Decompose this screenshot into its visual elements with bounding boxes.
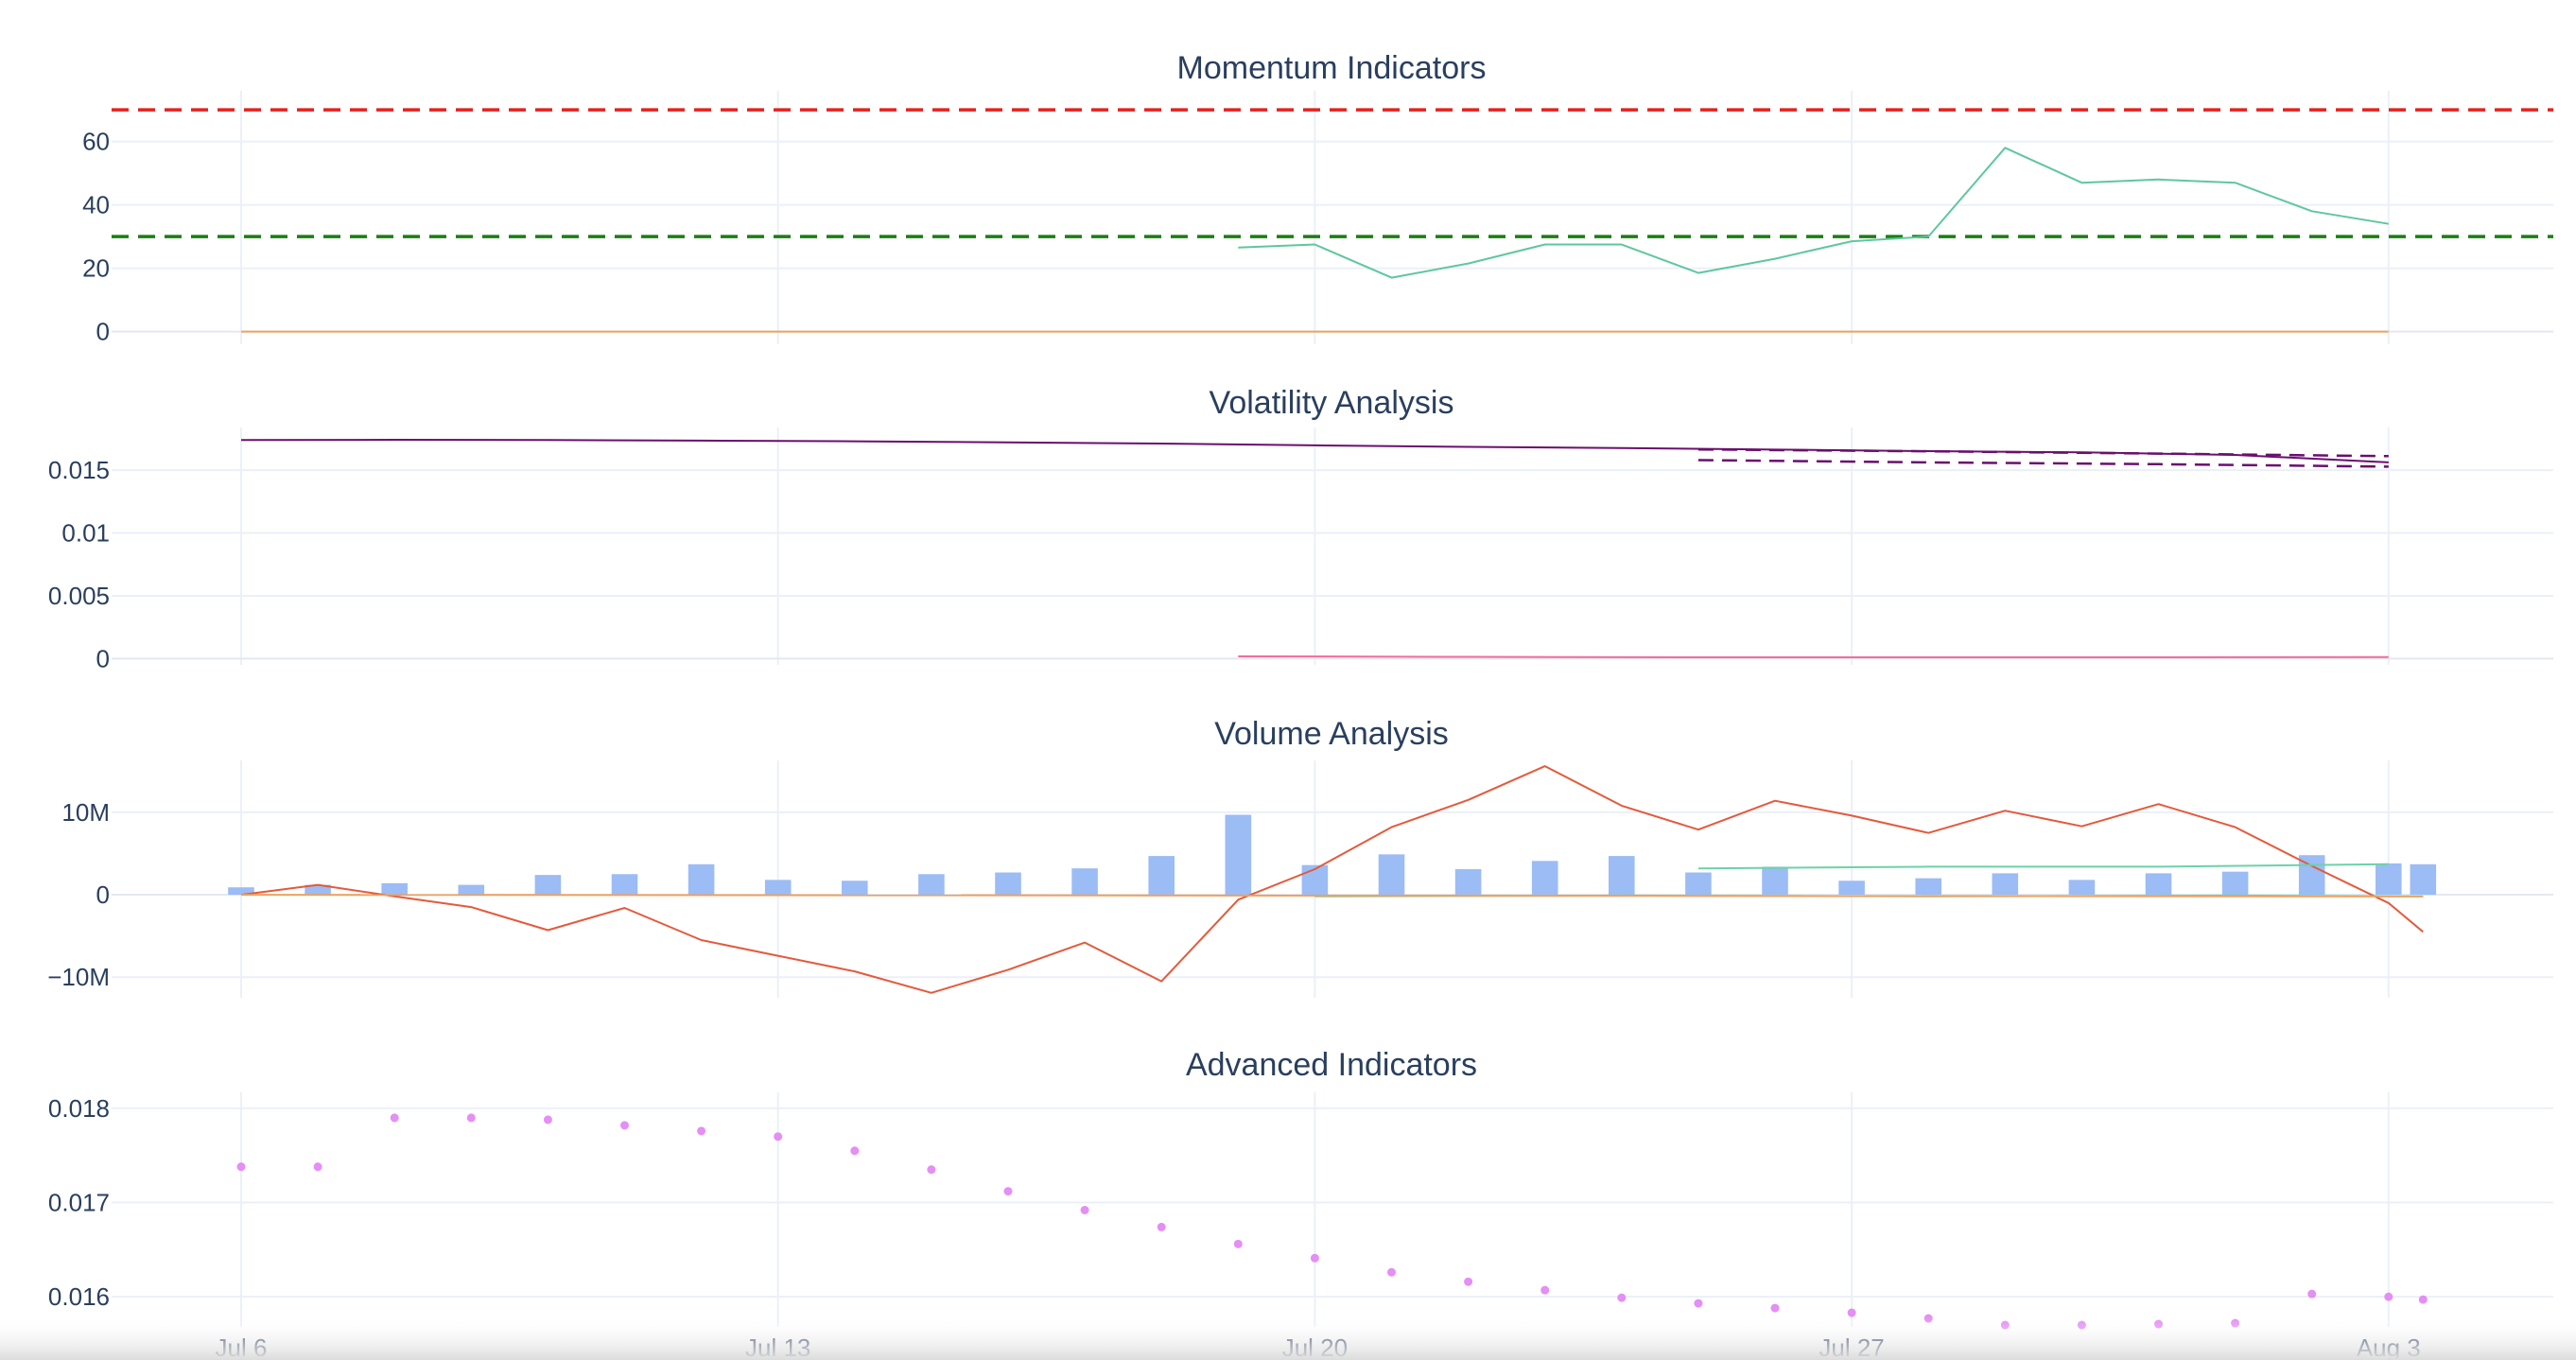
volume-bar (918, 874, 945, 896)
y-tick-label: 0 (96, 318, 110, 346)
scatter-point (1617, 1293, 1627, 1302)
scatter-point (1464, 1277, 1473, 1286)
volume-bar (688, 863, 715, 896)
series-line-2 (1697, 447, 2389, 458)
scatter-point (1157, 1222, 1166, 1231)
panel-4: 0.016 0.017 0.018 Advanced Indicators (48, 1047, 2553, 1330)
y-tick-label: 60 (82, 128, 110, 156)
scatter-point (927, 1165, 936, 1175)
volume-bar (1609, 856, 1635, 896)
scatter-point (1080, 1205, 1089, 1214)
volume-bar (1762, 866, 1788, 896)
scatter-point (313, 1162, 322, 1172)
y-tick-label: 0.016 (48, 1282, 110, 1311)
volume-bar (1071, 868, 1098, 896)
series-line-1 (1238, 147, 2389, 279)
volume-bar (1838, 881, 1865, 896)
volume-bar (2068, 880, 2096, 896)
volume-bar (534, 875, 562, 896)
scatter-point (236, 1162, 246, 1172)
y-tick-label: 0 (96, 644, 110, 672)
scatter-point (1387, 1267, 1396, 1277)
volume-bar (995, 872, 1021, 896)
scatter-point (2418, 1295, 2428, 1304)
scatter-point (1310, 1253, 1319, 1263)
scatter-point (850, 1146, 860, 1156)
volume-bar (842, 881, 868, 896)
y-tick-label: 0.01 (61, 519, 110, 548)
scatter-point (774, 1132, 783, 1142)
volume-bar (1225, 814, 1252, 896)
y-tick-label: 0.018 (48, 1094, 110, 1123)
panel-2: 0 0.005 0.01 0.015 Volatility Analysis (48, 385, 2553, 672)
volume-bar (381, 882, 408, 896)
scatter-point (1770, 1303, 1780, 1313)
volume-bar (1378, 854, 1405, 896)
scatter-point (1003, 1187, 1013, 1196)
volume-bar (2376, 863, 2402, 896)
scatter-point (620, 1121, 629, 1130)
panel-1: 0 20 40 60 Momentum Indicators (82, 50, 2553, 346)
y-tick-label: 0 (96, 881, 110, 909)
y-tick-label: 0.015 (48, 456, 110, 484)
scatter-point (1847, 1308, 1856, 1317)
y-tick-label: −10M (47, 963, 110, 991)
y-tick-label: 0.017 (48, 1189, 110, 1217)
volume-bar (305, 884, 331, 896)
y-tick-label: 40 (82, 191, 110, 219)
volume-bar (2145, 873, 2172, 896)
series-line-2 (1697, 863, 2389, 870)
volume-bar (1685, 872, 1712, 896)
scatter-point (697, 1126, 706, 1136)
y-tick-label: 0.005 (48, 582, 110, 610)
series-line-3 (1697, 459, 2389, 468)
volume-bar (458, 884, 485, 896)
scatter-point (1233, 1239, 1243, 1248)
panel-title: Advanced Indicators (1186, 1047, 1477, 1083)
volume-bar (1992, 873, 2019, 896)
scatter-point (1694, 1299, 1703, 1308)
y-tick-label: 10M (61, 798, 110, 827)
y-tick-label: 20 (82, 254, 110, 283)
volume-bar (1454, 869, 1482, 896)
volume-bar (2221, 871, 2249, 896)
panel-title: Momentum Indicators (1177, 50, 1487, 86)
scatter-point (2384, 1292, 2393, 1301)
scatter-point (1540, 1285, 1550, 1295)
bottom-shadow (0, 1316, 2576, 1360)
volume-bar (1148, 856, 1175, 896)
volume-bar (611, 874, 638, 896)
volume-bar (228, 887, 254, 896)
panel-title: Volatility Analysis (1210, 385, 1454, 421)
volume-bar (2410, 863, 2437, 896)
scatter-point (2307, 1289, 2317, 1299)
panel-title: Volume Analysis (1214, 716, 1449, 752)
series-line-4 (1238, 655, 2389, 658)
series-line-4 (240, 894, 2424, 898)
scatter-point (390, 1113, 399, 1123)
scatter-point (543, 1115, 552, 1125)
volume-bar (764, 880, 792, 896)
panel-3: −10M 0 10M Volume Analysis (47, 716, 2553, 998)
scatter-point (466, 1113, 476, 1123)
volume-bar (1531, 861, 1558, 896)
series-line-1 (240, 765, 2424, 994)
volume-bar (1915, 878, 1941, 896)
